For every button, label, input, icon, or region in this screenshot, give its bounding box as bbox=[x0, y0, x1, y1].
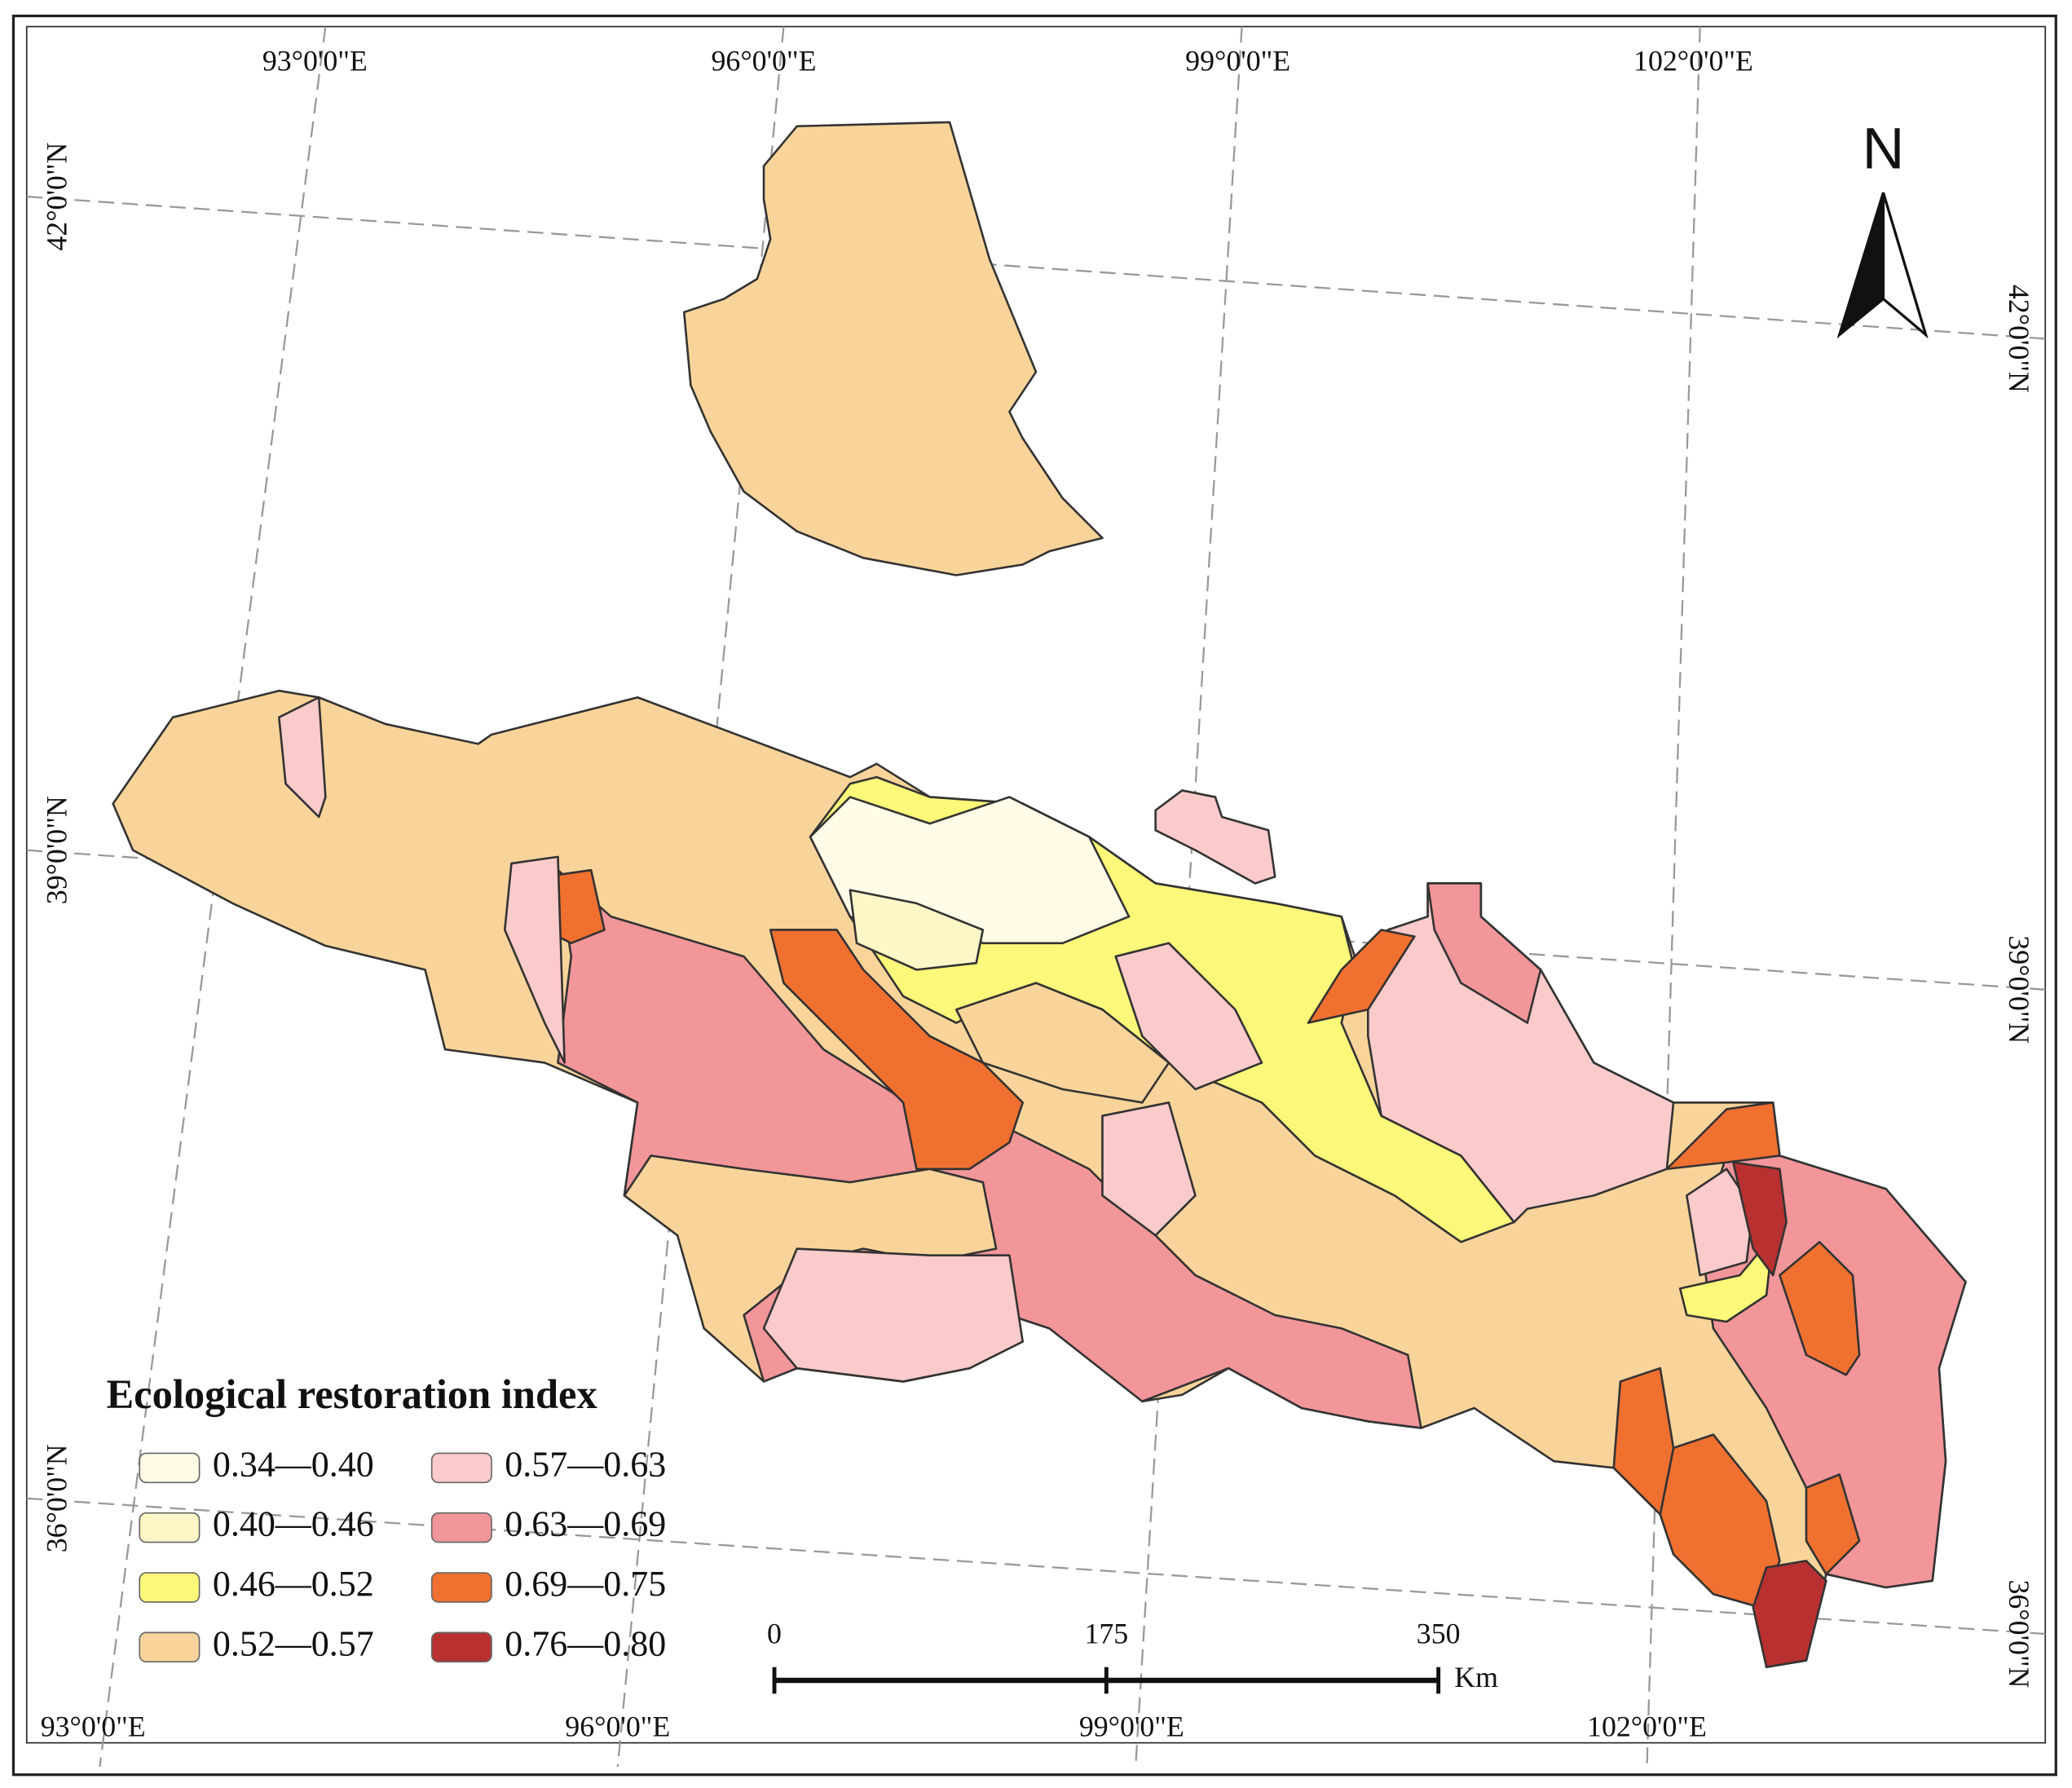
legend-label: 0.57—0.63 bbox=[505, 1444, 666, 1484]
region bbox=[278, 696, 327, 819]
legend-swatch bbox=[430, 1631, 492, 1663]
parallel bbox=[26, 195, 2046, 340]
legend-label: 0.63—0.69 bbox=[505, 1504, 666, 1544]
island bbox=[1154, 789, 1276, 885]
longitude-label: 99°0'0"E bbox=[1185, 44, 1290, 77]
legend-label: 0.69—0.75 bbox=[505, 1564, 666, 1604]
region bbox=[1665, 1101, 1781, 1171]
region bbox=[762, 1247, 1025, 1383]
legend-swatch bbox=[430, 1572, 492, 1603]
legend-label: 0.52—0.57 bbox=[213, 1623, 374, 1663]
region bbox=[503, 855, 566, 1064]
legend-swatch bbox=[139, 1631, 201, 1663]
legend-swatch bbox=[139, 1452, 201, 1484]
north-arrow: N bbox=[1836, 116, 1929, 339]
north-region bbox=[682, 121, 1104, 576]
longitude-label: 93°0'0"E bbox=[41, 1711, 146, 1743]
legend-title: Ecological restoration index bbox=[107, 1371, 597, 1417]
legend-swatch bbox=[430, 1512, 492, 1543]
legend-swatch bbox=[430, 1452, 492, 1484]
region bbox=[769, 929, 1025, 1171]
legend-label: 0.40—0.46 bbox=[213, 1504, 374, 1544]
scale-label: 0 bbox=[767, 1617, 782, 1649]
longitude-label: 96°0'0"E bbox=[565, 1711, 670, 1743]
scale-label: 175 bbox=[1084, 1617, 1128, 1649]
latitude-label: 39°0'0"N bbox=[2003, 935, 2035, 1044]
legend: Ecological restoration index 0.34—0.40 0.… bbox=[107, 1371, 667, 1663]
inner-frame bbox=[25, 25, 2047, 1744]
region bbox=[1101, 1101, 1197, 1237]
parallel bbox=[26, 1497, 2046, 1636]
latitude-label: 42°0'0"N bbox=[2003, 285, 2035, 393]
longitude-label: 96°0'0"E bbox=[712, 44, 817, 77]
region bbox=[1367, 882, 1675, 1224]
latitude-label: 42°0'0"N bbox=[41, 143, 73, 251]
legend-label: 0.34—0.40 bbox=[213, 1444, 374, 1484]
meridian bbox=[1646, 26, 1701, 1767]
longitude-label: 93°0'0"E bbox=[262, 44, 368, 77]
scale-unit: Km bbox=[1454, 1661, 1498, 1693]
region bbox=[1426, 882, 1542, 1024]
legend-label: 0.76—0.80 bbox=[505, 1623, 666, 1663]
region bbox=[1307, 929, 1416, 1024]
coordinate-labels: 93°0'0"E 96°0'0"E 99°0'0"E 102°0'0"E 93°… bbox=[41, 44, 2035, 1742]
latitude-label: 36°0'0"N bbox=[41, 1444, 73, 1552]
region bbox=[954, 982, 1170, 1104]
latitude-label: 36°0'0"N bbox=[2003, 1580, 2035, 1689]
north-label: N bbox=[1863, 116, 1905, 181]
latitude-label: 39°0'0"N bbox=[41, 796, 73, 904]
region bbox=[1114, 942, 1263, 1091]
arrow-right bbox=[1881, 192, 1929, 339]
longitude-label: 102°0'0"E bbox=[1587, 1711, 1707, 1743]
longitude-label: 99°0'0"E bbox=[1079, 1711, 1184, 1743]
region bbox=[1732, 1161, 1788, 1277]
region bbox=[1678, 1234, 1774, 1323]
legend-swatch bbox=[139, 1572, 201, 1603]
outer-frame bbox=[11, 14, 2057, 1777]
region bbox=[1612, 1366, 1675, 1516]
regions bbox=[112, 121, 1967, 1669]
scale-bar: 0 175 350 Km bbox=[767, 1617, 1498, 1694]
scale-label: 350 bbox=[1417, 1617, 1461, 1649]
region bbox=[1779, 1241, 1861, 1376]
legend-label: 0.46—0.52 bbox=[213, 1564, 374, 1604]
region bbox=[1752, 1560, 1827, 1669]
longitude-label: 102°0'0"E bbox=[1633, 44, 1753, 77]
legend-swatch bbox=[139, 1512, 201, 1543]
region bbox=[849, 889, 985, 971]
region bbox=[1805, 1473, 1861, 1575]
meridian bbox=[99, 26, 327, 1768]
